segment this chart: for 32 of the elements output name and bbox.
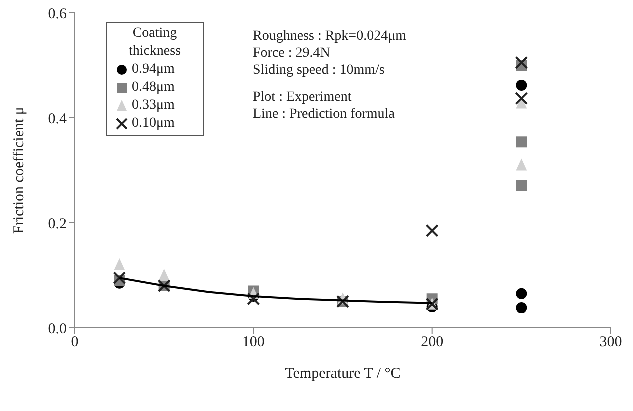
point: [158, 269, 170, 281]
x-tick-label: 0: [71, 334, 79, 351]
y-tick-label: 0.0: [48, 321, 67, 338]
x-tick-label: 100: [242, 334, 265, 351]
y-axis-title: Friction coefficient μ: [11, 107, 28, 234]
legend-label: 0.10μm: [132, 115, 175, 133]
point: [516, 80, 528, 91]
legend-title: Coating thickness: [128, 25, 182, 61]
point: [516, 302, 528, 314]
y-tick-label: 0.6: [48, 6, 68, 22]
point: [113, 272, 126, 285]
legend-label: 0.33μm: [132, 97, 175, 115]
point: [114, 258, 126, 270]
x-tick-label: 200: [421, 334, 444, 351]
y-tick-label: 0.4: [48, 111, 68, 128]
legend-label: 0.94μm: [132, 61, 175, 79]
annotation: Line : Prediction formula: [253, 106, 396, 123]
point: [426, 224, 439, 238]
point: [515, 92, 528, 106]
annotation: Roughness : Rpk=0.024μm: [253, 28, 406, 45]
annotation: Sliding speed : 10mm/s: [253, 62, 386, 79]
legend-label: 0.48μm: [132, 79, 175, 97]
point: [516, 136, 528, 148]
annotation: Force : 29.4N: [253, 45, 332, 62]
point: [515, 56, 528, 70]
point: [516, 288, 528, 300]
x-tick-label: 300: [600, 334, 622, 351]
x-axis-title: Temperature T / °C: [285, 366, 401, 382]
point: [516, 158, 528, 171]
y-tick-label: 0.2: [48, 216, 67, 232]
point: [516, 180, 528, 192]
annotation: Plot : Experiment: [253, 89, 353, 106]
